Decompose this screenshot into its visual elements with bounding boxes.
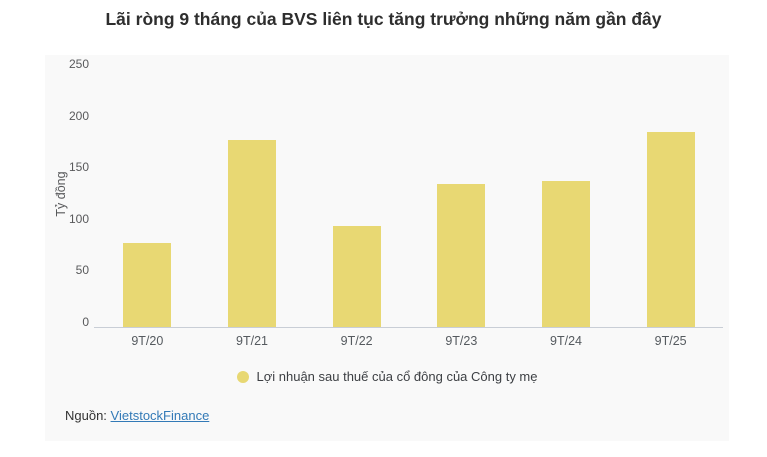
y-tick-label: 150 [68, 160, 89, 175]
bar-9T/21[interactable] [228, 140, 276, 327]
y-tick-label: 50 [75, 263, 89, 278]
bar-9T/24[interactable] [542, 180, 590, 327]
x-tick-label: 9T/23 [445, 334, 478, 348]
bar-9T/22[interactable] [332, 226, 381, 327]
legend-label[interactable]: Lợi nhuận sau thuế của cổ đông của Công … [256, 369, 538, 384]
chart-panel: Tỷ đồng 0 50 100 150 200 250 9T/20 9T/21 9T/22 9… [45, 55, 729, 441]
legend-marker-icon[interactable] [236, 370, 249, 383]
bar-9T/25[interactable] [646, 132, 695, 327]
y-tick-label: 0 [82, 315, 89, 329]
source-line: Nguồn: VietstockFinance [65, 408, 209, 423]
y-tick-label: 250 [68, 57, 89, 72]
source-link[interactable]: VietstockFinance [110, 408, 210, 423]
x-tick-label: 9T/20 [131, 334, 164, 348]
chart-title: Lãi ròng 9 tháng của BVS liên tục tăng t… [105, 9, 662, 29]
x-tick-label: 9T/24 [550, 334, 582, 348]
x-tick-label: 9T/25 [654, 334, 687, 348]
bar-9T/20[interactable] [123, 242, 172, 327]
bar-9T/23[interactable] [437, 183, 486, 327]
x-tick-label: 9T/21 [236, 334, 268, 348]
legend: Lợi nhuận sau thuế của cổ đông của Công … [45, 369, 729, 384]
source-prefix: Nguồn: [65, 408, 107, 423]
y-tick-label: 100 [68, 211, 89, 226]
x-axis-line [94, 327, 723, 328]
x-tick-label: 9T/22 [340, 334, 373, 348]
y-tick-label: 200 [68, 108, 89, 123]
